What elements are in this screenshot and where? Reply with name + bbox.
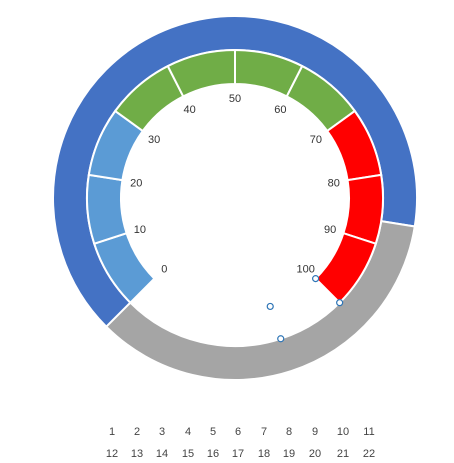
axis-number-13: 13 <box>130 448 144 460</box>
selection-handle-2[interactable] <box>336 299 344 307</box>
tick-label-30: 30 <box>148 134 160 146</box>
axis-number-4: 4 <box>184 426 192 438</box>
outer-ring-slice-2 <box>104 220 416 381</box>
tick-label-20: 20 <box>130 177 142 189</box>
axis-number-11: 11 <box>363 426 375 438</box>
tick-label-60: 60 <box>274 104 286 116</box>
tick-label-70: 70 <box>310 134 322 146</box>
tick-label-80: 80 <box>328 177 340 189</box>
selection-handles <box>266 275 344 343</box>
axis-number-1: 1 <box>108 426 116 438</box>
axis-number-19: 19 <box>282 448 296 460</box>
axis-number-10: 10 <box>336 426 350 438</box>
gauge-segment-80 <box>342 173 384 245</box>
gauge-segment-10 <box>86 173 128 245</box>
inner-ring <box>86 48 384 305</box>
selection-handle-3[interactable] <box>266 302 274 311</box>
axis-number-7: 7 <box>260 426 268 438</box>
axis-number-6: 6 <box>234 426 242 438</box>
axis-number-8: 8 <box>285 426 293 438</box>
selection-handle-1[interactable] <box>312 275 320 283</box>
axis-number-3: 3 <box>158 426 166 438</box>
axis-number-17: 17 <box>231 448 245 460</box>
tick-label-50: 50 <box>229 93 241 105</box>
axis-number-12: 12 <box>105 448 119 460</box>
axis-number-5: 5 <box>209 426 217 438</box>
axis-number-18: 18 <box>257 448 271 460</box>
axis-number-20: 20 <box>308 448 322 460</box>
axis-number-15: 15 <box>181 448 195 460</box>
axis-number-14: 14 <box>155 448 169 460</box>
tick-labels: 0 10 20 30 40 50 60 70 80 90 100 <box>130 93 340 276</box>
tick-label-0: 0 <box>161 264 167 276</box>
selection-handle-4[interactable] <box>277 335 285 343</box>
tick-label-40: 40 <box>183 104 195 116</box>
axis-number-2: 2 <box>133 426 141 438</box>
axis-number-9: 9 <box>311 426 319 438</box>
tick-label-10: 10 <box>134 224 146 236</box>
axis-number-16: 16 <box>206 448 220 460</box>
axis-number-22: 22 <box>362 448 376 460</box>
tick-label-100: 100 <box>297 264 315 276</box>
tick-label-90: 90 <box>324 224 336 236</box>
axis-number-21: 21 <box>336 448 350 460</box>
